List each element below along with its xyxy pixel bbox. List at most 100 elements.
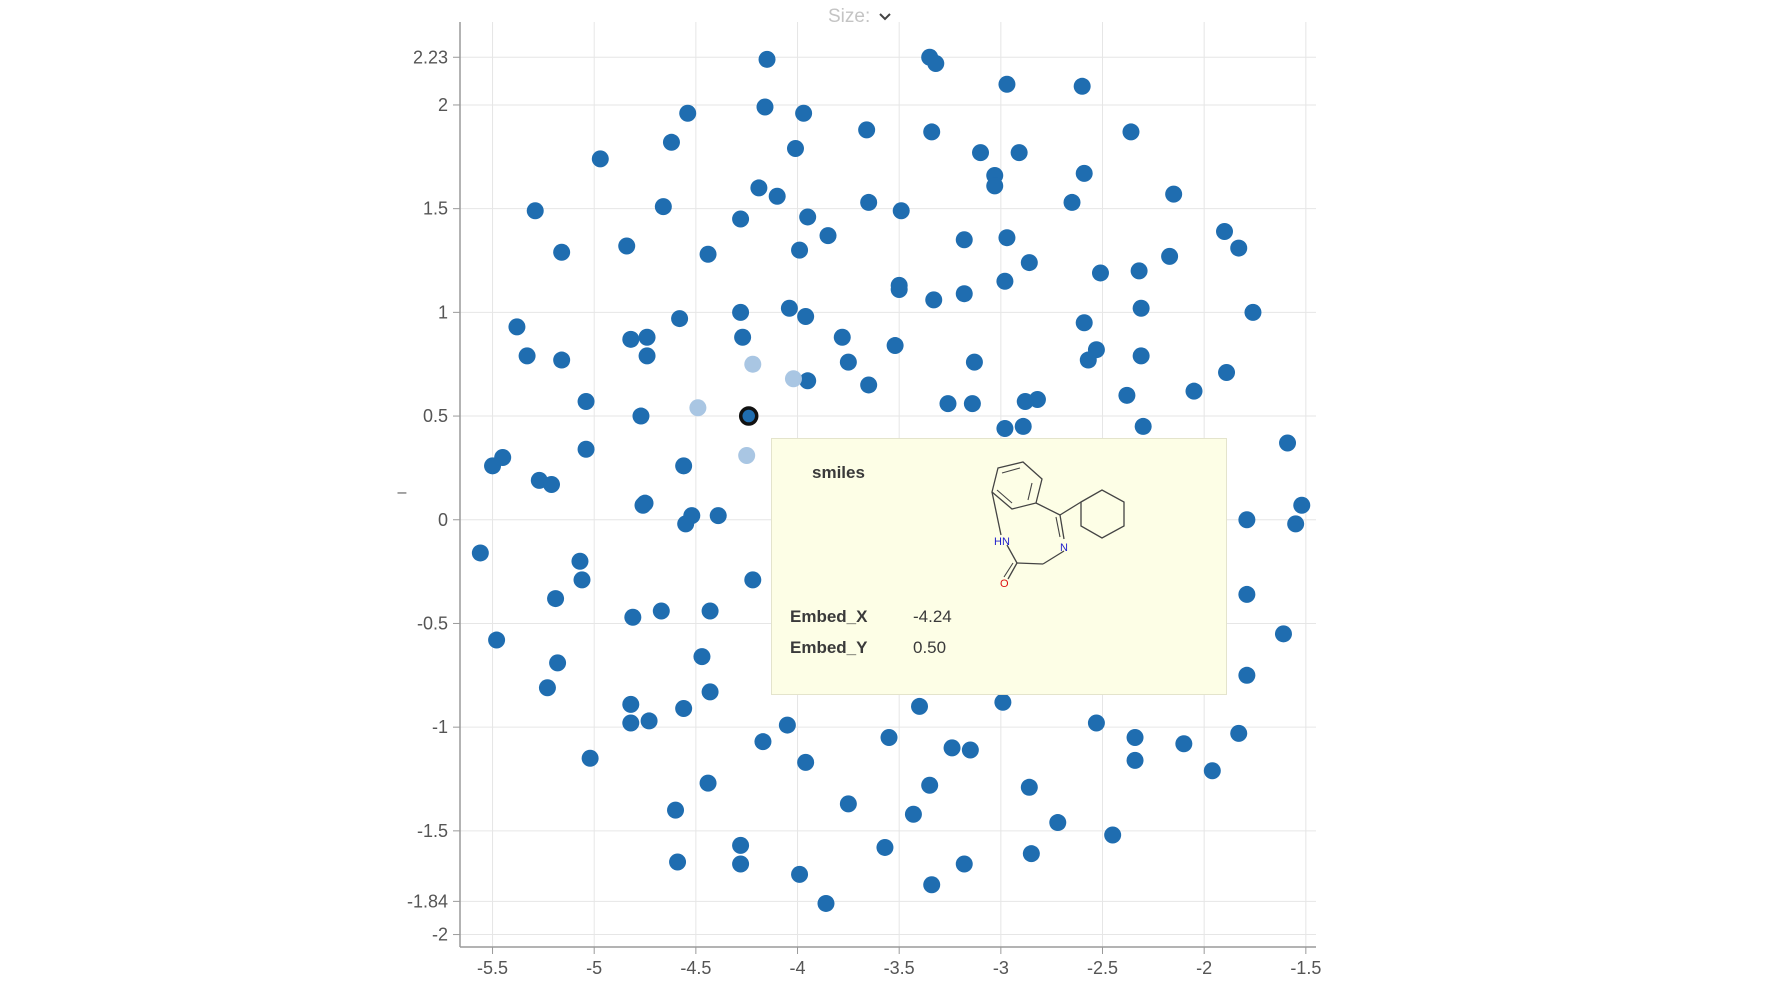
data-point[interactable] bbox=[1238, 585, 1256, 603]
data-point[interactable] bbox=[699, 774, 717, 792]
data-point[interactable] bbox=[780, 299, 798, 317]
data-point[interactable] bbox=[923, 123, 941, 141]
data-point[interactable] bbox=[786, 140, 804, 158]
data-point[interactable] bbox=[758, 50, 776, 68]
data-point[interactable] bbox=[1126, 751, 1144, 769]
data-point[interactable] bbox=[1016, 393, 1034, 411]
data-point[interactable] bbox=[817, 894, 835, 912]
data-point[interactable] bbox=[732, 855, 750, 873]
data-point[interactable] bbox=[618, 237, 636, 255]
data-point[interactable] bbox=[1216, 222, 1234, 240]
data-point[interactable] bbox=[1063, 193, 1081, 211]
data-point[interactable] bbox=[1122, 123, 1140, 141]
data-point[interactable] bbox=[1244, 303, 1262, 321]
data-point[interactable] bbox=[1134, 417, 1152, 435]
data-point[interactable] bbox=[679, 104, 697, 122]
data-point-faded[interactable] bbox=[689, 399, 707, 417]
data-point[interactable] bbox=[1230, 724, 1248, 742]
data-point[interactable] bbox=[943, 739, 961, 757]
data-point[interactable] bbox=[549, 654, 567, 672]
data-point[interactable] bbox=[860, 193, 878, 211]
data-point[interactable] bbox=[669, 853, 687, 871]
data-point[interactable] bbox=[819, 227, 837, 245]
data-point[interactable] bbox=[797, 753, 815, 771]
data-point[interactable] bbox=[571, 552, 589, 570]
data-point[interactable] bbox=[1175, 735, 1193, 753]
data-point[interactable] bbox=[921, 776, 939, 794]
data-point[interactable] bbox=[732, 303, 750, 321]
data-point[interactable] bbox=[744, 571, 762, 589]
data-point[interactable] bbox=[860, 376, 878, 394]
data-point[interactable] bbox=[1293, 496, 1311, 514]
data-point[interactable] bbox=[577, 440, 595, 458]
data-point[interactable] bbox=[699, 245, 717, 263]
data-point[interactable] bbox=[526, 202, 544, 220]
data-point[interactable] bbox=[701, 683, 719, 701]
data-point[interactable] bbox=[986, 177, 1004, 195]
data-point[interactable] bbox=[675, 699, 693, 717]
data-point[interactable] bbox=[1161, 247, 1179, 265]
data-point[interactable] bbox=[1049, 814, 1067, 832]
data-point[interactable] bbox=[1020, 778, 1038, 796]
data-point[interactable] bbox=[1203, 762, 1221, 780]
data-point[interactable] bbox=[488, 631, 506, 649]
data-point[interactable] bbox=[667, 801, 685, 819]
data-point[interactable] bbox=[734, 328, 752, 346]
data-point[interactable] bbox=[799, 372, 817, 390]
data-point[interactable] bbox=[833, 328, 851, 346]
data-points[interactable] bbox=[471, 48, 1311, 912]
data-point[interactable] bbox=[709, 507, 727, 525]
data-point[interactable] bbox=[547, 590, 565, 608]
data-point[interactable] bbox=[1274, 625, 1292, 643]
data-point[interactable] bbox=[961, 741, 979, 759]
data-point[interactable] bbox=[640, 712, 658, 730]
data-point[interactable] bbox=[1104, 826, 1122, 844]
data-point[interactable] bbox=[484, 457, 502, 475]
data-point[interactable] bbox=[652, 602, 670, 620]
data-point[interactable] bbox=[880, 729, 898, 747]
data-point[interactable] bbox=[732, 210, 750, 228]
data-point[interactable] bbox=[963, 395, 981, 413]
data-point[interactable] bbox=[622, 330, 640, 348]
data-point[interactable] bbox=[662, 133, 680, 151]
data-point[interactable] bbox=[553, 243, 571, 261]
data-point[interactable] bbox=[965, 353, 983, 371]
data-point[interactable] bbox=[1014, 417, 1032, 435]
data-point[interactable] bbox=[911, 697, 929, 715]
data-point[interactable] bbox=[581, 749, 599, 767]
data-point[interactable] bbox=[675, 457, 693, 475]
data-point[interactable] bbox=[754, 733, 772, 751]
data-point[interactable] bbox=[622, 695, 640, 713]
data-point[interactable] bbox=[1238, 666, 1256, 684]
data-point[interactable] bbox=[998, 75, 1016, 93]
data-point[interactable] bbox=[768, 187, 786, 205]
chevron-down-icon[interactable] bbox=[878, 9, 892, 26]
data-point[interactable] bbox=[1091, 264, 1109, 282]
data-point[interactable] bbox=[1010, 144, 1028, 162]
data-point[interactable] bbox=[797, 308, 815, 326]
data-point[interactable] bbox=[1075, 164, 1093, 182]
data-point[interactable] bbox=[939, 395, 957, 413]
data-point[interactable] bbox=[750, 179, 768, 197]
data-point[interactable] bbox=[799, 208, 817, 226]
data-point[interactable] bbox=[972, 144, 990, 162]
data-point[interactable] bbox=[573, 571, 591, 589]
data-point[interactable] bbox=[1165, 185, 1183, 203]
data-point[interactable] bbox=[1287, 515, 1305, 533]
data-point[interactable] bbox=[795, 104, 813, 122]
data-point[interactable] bbox=[553, 351, 571, 369]
data-point[interactable] bbox=[632, 407, 650, 425]
data-point[interactable] bbox=[955, 231, 973, 249]
data-point[interactable] bbox=[1022, 845, 1040, 863]
data-point[interactable] bbox=[1075, 314, 1093, 332]
data-point[interactable] bbox=[1218, 364, 1236, 382]
data-point[interactable] bbox=[1118, 386, 1136, 404]
data-point[interactable] bbox=[671, 310, 689, 328]
data-point[interactable] bbox=[1238, 511, 1256, 529]
data-point[interactable] bbox=[542, 476, 560, 493]
data-point[interactable] bbox=[996, 272, 1014, 290]
data-point[interactable] bbox=[634, 496, 652, 514]
data-point[interactable] bbox=[591, 150, 609, 168]
